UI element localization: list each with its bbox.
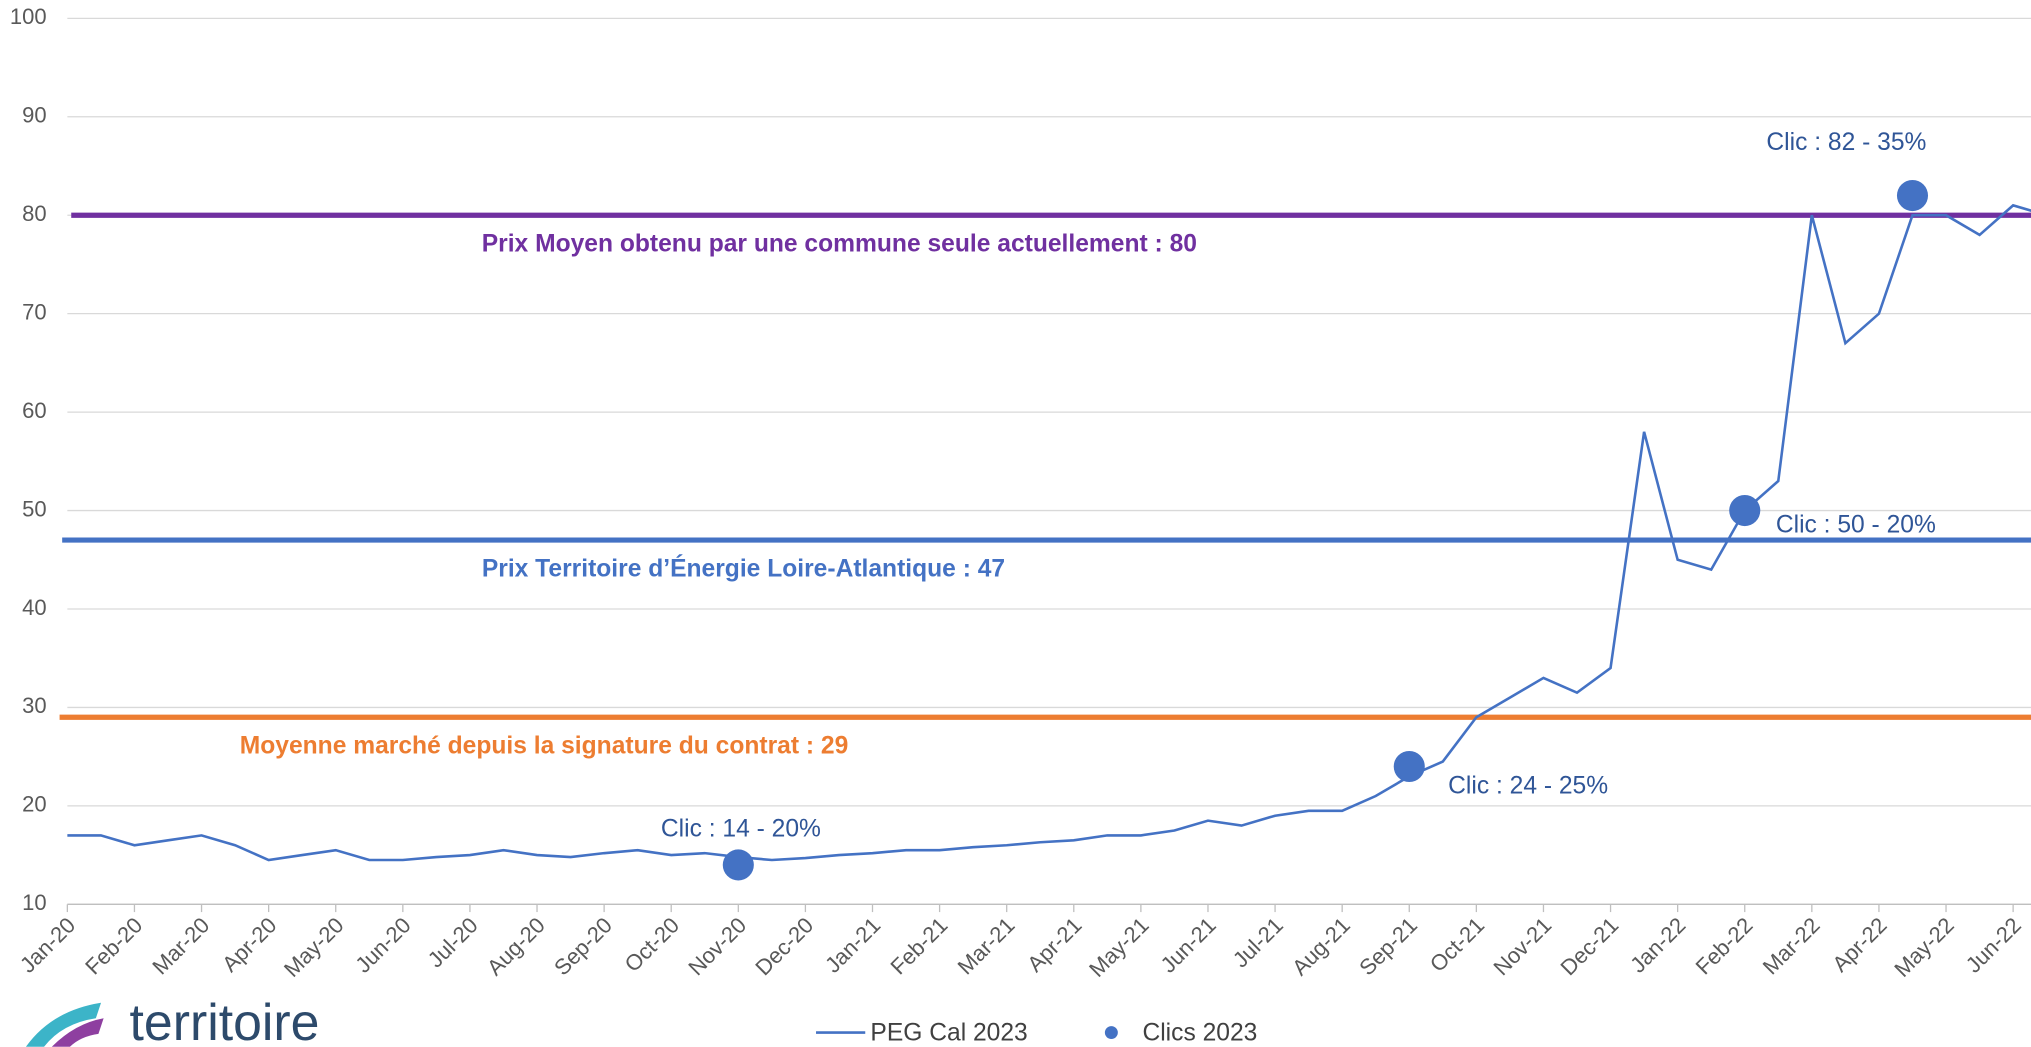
y-tick-label: 80	[22, 201, 46, 226]
y-tick-label: 60	[22, 398, 46, 423]
x-tick-label: Jan-21	[820, 912, 885, 977]
y-tick-label: 30	[22, 693, 46, 718]
y-tick-label: 70	[22, 299, 46, 324]
x-tick-label: Dec-21	[1556, 912, 1624, 980]
x-tick-label: May-20	[279, 912, 349, 982]
x-tick-label: Feb-22	[1691, 912, 1758, 979]
x-tick-label: Jul-20	[423, 912, 483, 972]
x-tick-label: Jun-20	[350, 912, 415, 977]
x-tick-label: Sep-20	[549, 912, 617, 980]
logo: territoire	[25, 993, 320, 1047]
legend-label: PEG Cal 2023	[870, 1019, 1027, 1046]
data-line	[67, 203, 2031, 862]
x-tick-label: Jan-20	[15, 912, 80, 977]
x-tick-label: Oct-20	[620, 912, 684, 976]
x-tick-label: Nov-20	[683, 912, 751, 980]
data-label: Clic : 50 - 20%	[1776, 512, 1936, 539]
legend-swatch	[1104, 1026, 1118, 1040]
x-tick-label: Oct-21	[1425, 912, 1489, 976]
x-tick-label: Jul-21	[1228, 912, 1288, 972]
logo-icon	[51, 1018, 104, 1047]
reference-label: Moyenne marché depuis la signature du co…	[240, 733, 849, 760]
x-tick-label: Mar-21	[953, 912, 1020, 979]
legend-label: Clics 2023	[1142, 1019, 1257, 1046]
click-point	[1393, 750, 1425, 783]
x-tick-label: Jun-22	[1961, 912, 2026, 977]
reference-label: Prix Moyen obtenu par une commune seule …	[482, 231, 1197, 258]
x-tick-label: Apr-21	[1022, 912, 1086, 976]
click-point	[1729, 495, 1761, 527]
click-point	[722, 849, 754, 881]
x-tick-label: Aug-21	[1287, 912, 1355, 980]
x-tick-label: Sep-21	[1354, 912, 1422, 980]
logo-icon	[25, 1002, 102, 1047]
x-tick-label: Nov-21	[1488, 912, 1556, 980]
y-tick-label: 90	[22, 103, 46, 128]
x-tick-label: May-21	[1084, 912, 1154, 982]
y-tick-label: 40	[22, 595, 46, 620]
x-tick-label: May-22	[1889, 912, 1959, 982]
click-point	[1896, 179, 1929, 212]
x-tick-label: Jun-21	[1156, 912, 1221, 977]
x-tick-label: Mar-22	[1758, 912, 1825, 979]
y-tick-label: 10	[22, 890, 46, 915]
x-tick-label: Jan-22	[1625, 912, 1690, 977]
x-tick-label: Feb-21	[885, 912, 952, 979]
data-label: Clic : 82 - 35%	[1766, 129, 1926, 156]
data-label: Clic : 24 - 25%	[1448, 773, 1608, 800]
y-tick-label: 50	[22, 496, 46, 521]
logo-text: territoire	[130, 993, 320, 1047]
x-tick-label: Mar-20	[147, 912, 214, 979]
x-tick-label: Feb-20	[80, 912, 147, 979]
y-tick-label: 20	[22, 792, 46, 817]
data-label: Clic : 14 - 20%	[661, 815, 821, 842]
x-tick-label: Apr-20	[217, 912, 281, 976]
x-tick-label: Apr-22	[1827, 912, 1891, 976]
x-tick-label: Dec-20	[750, 912, 818, 980]
x-tick-label: Aug-20	[482, 912, 550, 980]
reference-label: Prix Territoire d’Énergie Loire-Atlantiq…	[482, 554, 1005, 582]
y-tick-label: 100	[10, 4, 47, 29]
